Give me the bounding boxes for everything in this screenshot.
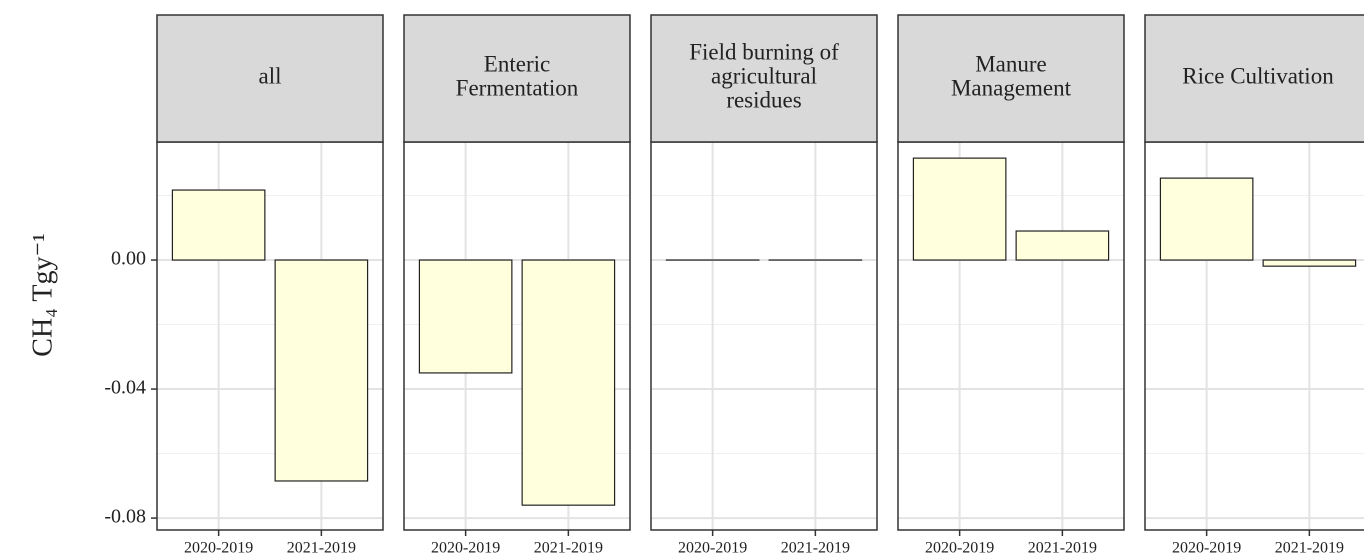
strip bbox=[1144, 14, 1364, 143]
facet-title-line: Enteric bbox=[484, 52, 550, 77]
y-tick-label: -0.08 bbox=[104, 506, 146, 528]
facet-title: all bbox=[259, 64, 282, 89]
facet-title: Manure Management bbox=[951, 52, 1072, 101]
facet-title: Rice Cultivation bbox=[1182, 64, 1334, 89]
bar bbox=[418, 259, 513, 374]
facet-panel: 2020-2019 2021-2019 Field burning of agricu… bbox=[650, 14, 878, 557]
facet-title-line: residues bbox=[726, 88, 801, 113]
facet-title: Field burning of agricultural residues bbox=[689, 40, 839, 113]
strip bbox=[897, 14, 1125, 143]
bar bbox=[171, 189, 266, 261]
facet-title-line: all bbox=[259, 64, 282, 89]
bar bbox=[1262, 259, 1357, 267]
strip bbox=[650, 14, 878, 143]
facet-panel: 2020-2019 2021-2019 Manure Management bbox=[897, 14, 1125, 557]
bar bbox=[1159, 177, 1254, 261]
bar bbox=[521, 259, 616, 506]
facet-title-line: Fermentation bbox=[456, 76, 579, 101]
x-tick-label: 2020-2019 bbox=[1172, 540, 1241, 557]
strip bbox=[403, 14, 631, 143]
bar bbox=[1015, 230, 1110, 261]
x-tick-label: 2020-2019 bbox=[925, 540, 994, 557]
facet-panel: 2020-2019 2021-2019 Enteric Fermentation bbox=[403, 14, 631, 557]
y-tick-label: -0.04 bbox=[104, 377, 146, 399]
x-tick-label: 2021-2019 bbox=[1028, 540, 1097, 557]
x-tick-label: 2020-2019 bbox=[184, 540, 253, 557]
x-tick-label: 2020-2019 bbox=[678, 540, 747, 557]
facet-title-line: Rice Cultivation bbox=[1182, 64, 1334, 89]
x-tick-label: 2021-2019 bbox=[781, 540, 850, 557]
y-tick-label: 0.00 bbox=[111, 248, 146, 270]
facet-title: Enteric Fermentation bbox=[456, 52, 579, 101]
facet-panel: 2020-2019 2021-2019 all bbox=[156, 14, 384, 557]
bar bbox=[912, 157, 1007, 261]
facet-panel: 2020-2019 2021-2019 Rice Cultivation bbox=[1144, 14, 1364, 557]
facet-title-line: Field burning of bbox=[689, 40, 839, 65]
strip bbox=[156, 14, 384, 143]
panel-background bbox=[651, 142, 877, 530]
bar bbox=[274, 259, 369, 482]
y-axis-label: CH₄ Tgy⁻¹ bbox=[27, 233, 58, 356]
facet-title-line: Management bbox=[951, 76, 1072, 101]
x-tick-label: 2021-2019 bbox=[1275, 540, 1344, 557]
x-tick-label: 2021-2019 bbox=[534, 540, 603, 557]
x-tick-label: 2021-2019 bbox=[287, 540, 356, 557]
facet-title-line: agricultural bbox=[711, 64, 817, 89]
x-tick-label: 2020-2019 bbox=[431, 540, 500, 557]
facet-title-line: Manure bbox=[975, 52, 1047, 77]
